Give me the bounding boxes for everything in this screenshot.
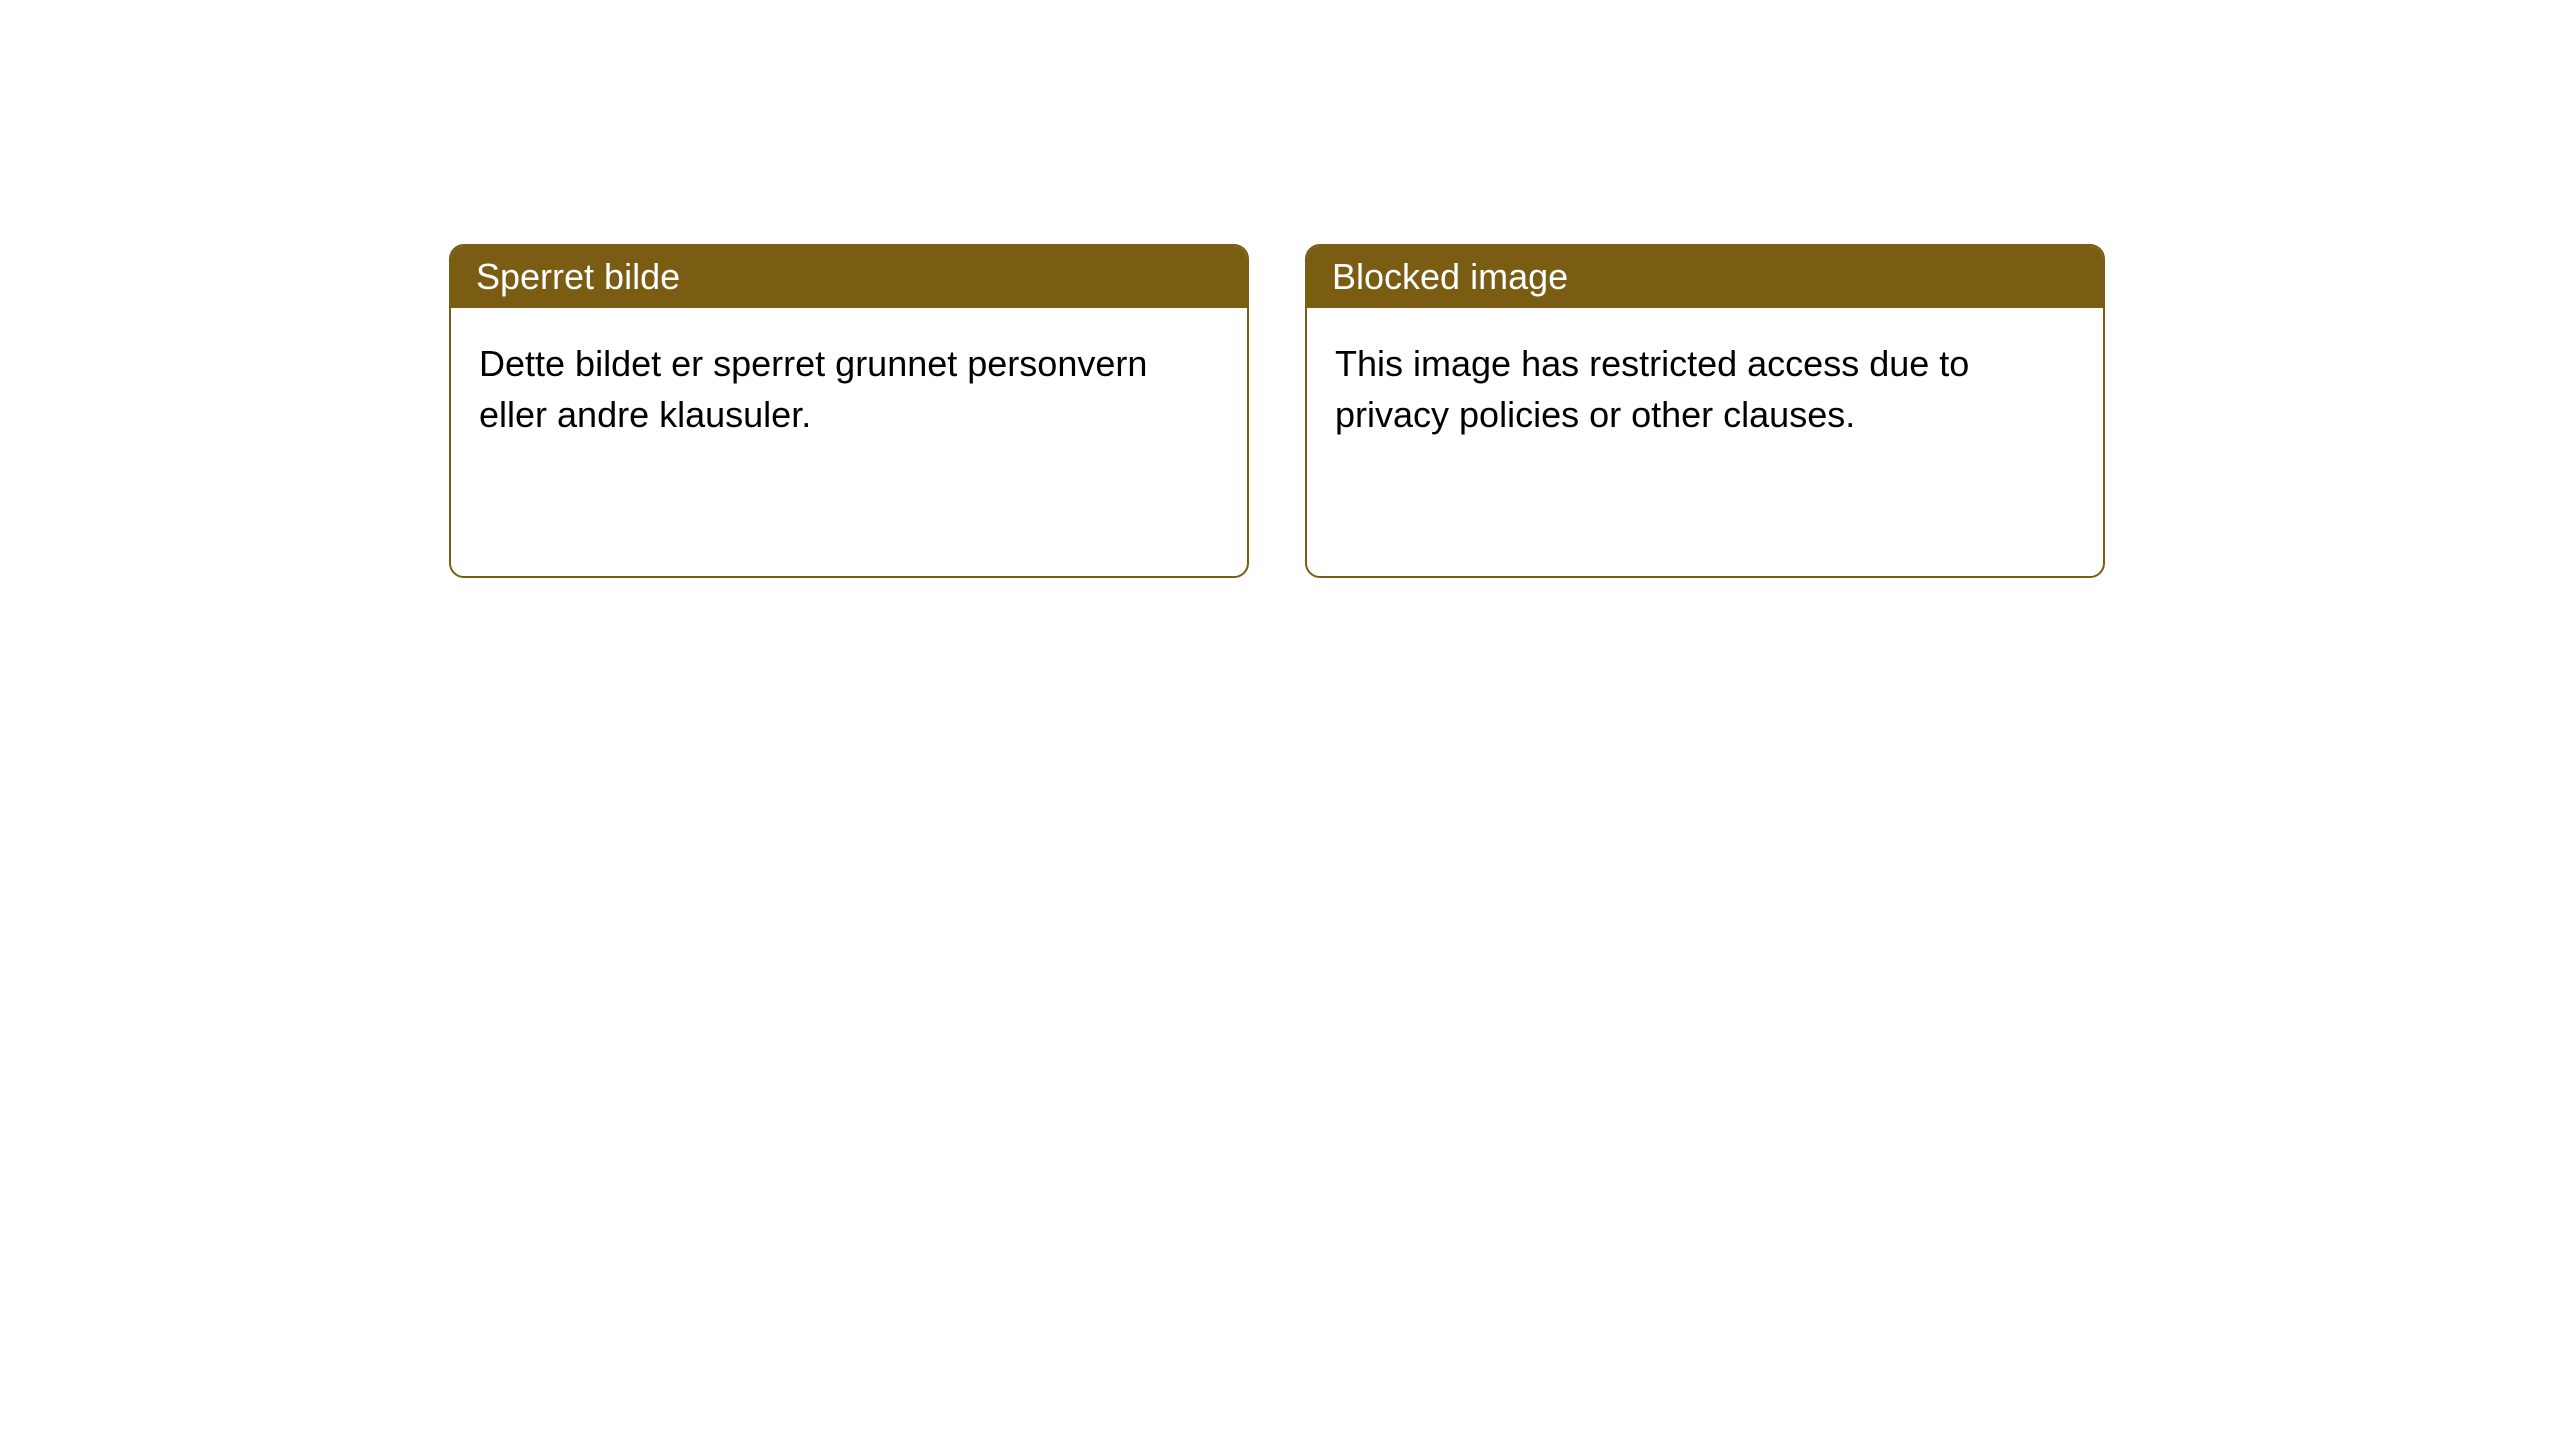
card-header: Blocked image xyxy=(1307,246,2103,308)
card-header: Sperret bilde xyxy=(451,246,1247,308)
card-body-text: Dette bildet er sperret grunnet personve… xyxy=(479,343,1147,435)
notice-cards-container: Sperret bilde Dette bildet er sperret gr… xyxy=(449,244,2105,578)
card-header-title: Sperret bilde xyxy=(476,256,680,297)
notice-card-english: Blocked image This image has restricted … xyxy=(1305,244,2105,578)
card-header-title: Blocked image xyxy=(1332,256,1568,297)
notice-card-norwegian: Sperret bilde Dette bildet er sperret gr… xyxy=(449,244,1249,578)
card-body-text: This image has restricted access due to … xyxy=(1335,343,1969,435)
card-body: Dette bildet er sperret grunnet personve… xyxy=(451,308,1247,470)
card-body: This image has restricted access due to … xyxy=(1307,308,2103,470)
